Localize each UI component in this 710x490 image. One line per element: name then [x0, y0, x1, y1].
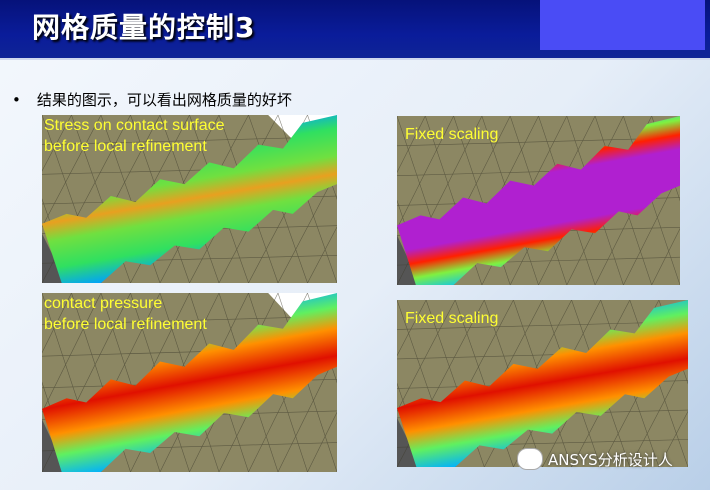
mesh-line — [658, 410, 688, 467]
result-image: Stress on contact surface before local re… — [42, 115, 337, 283]
mesh-line — [397, 300, 456, 412]
mesh-line — [42, 136, 337, 145]
caption-line: before local refinement — [44, 316, 207, 333]
result-image: contact pressure before local refinement — [42, 293, 337, 472]
mesh-line — [42, 315, 337, 325]
mesh-line — [623, 171, 680, 285]
contour-plot — [42, 115, 337, 283]
contour-plot — [397, 300, 688, 467]
watermark: ANSYS分析设计人 — [517, 448, 673, 470]
mesh-line — [397, 137, 680, 147]
caption-line: Fixed scaling — [405, 126, 499, 143]
mesh-line — [42, 293, 72, 354]
mesh-line — [277, 351, 337, 472]
image-caption: Fixed scaling — [405, 124, 498, 145]
result-image: Fixed scaling — [397, 300, 688, 467]
mesh-line — [307, 411, 337, 472]
mesh-line — [277, 170, 337, 283]
slide-title: 网格质量的控制3 — [32, 11, 256, 44]
contour-plot — [42, 293, 337, 472]
mesh-line — [42, 293, 102, 414]
wechat-icon — [517, 448, 543, 470]
mesh-line — [307, 226, 337, 283]
bullet-text: 结果的图示，可以看出网格质量的好坏 — [36, 91, 292, 109]
mesh-line — [629, 355, 688, 467]
contour-band — [42, 115, 337, 283]
image-caption: Fixed scaling — [405, 308, 498, 329]
mesh-line — [397, 116, 454, 230]
mesh-line — [397, 300, 427, 357]
mesh-line — [42, 115, 72, 172]
contour-band — [42, 293, 337, 472]
mesh-line — [651, 228, 680, 285]
caption-line: before local refinement — [44, 138, 207, 155]
mesh-line — [397, 116, 426, 173]
image-caption: Stress on contact surface before local re… — [44, 115, 225, 157]
result-image: Fixed scaling — [397, 116, 680, 285]
image-caption: contact pressure before local refinement — [44, 293, 207, 335]
bullet-item: • 结果的图示，可以看出网格质量的好坏 — [12, 91, 292, 109]
mesh-line — [42, 115, 102, 228]
contour-band — [397, 300, 688, 467]
decor-box — [540, 0, 705, 50]
mesh-line — [397, 321, 688, 330]
caption-line: contact pressure — [44, 295, 163, 312]
caption-line: Fixed scaling — [405, 310, 499, 327]
caption-line: Stress on contact surface — [44, 117, 225, 134]
contour-plot — [397, 116, 680, 285]
contour-band — [397, 116, 680, 285]
watermark-text: ANSYS分析设计人 — [548, 450, 673, 469]
